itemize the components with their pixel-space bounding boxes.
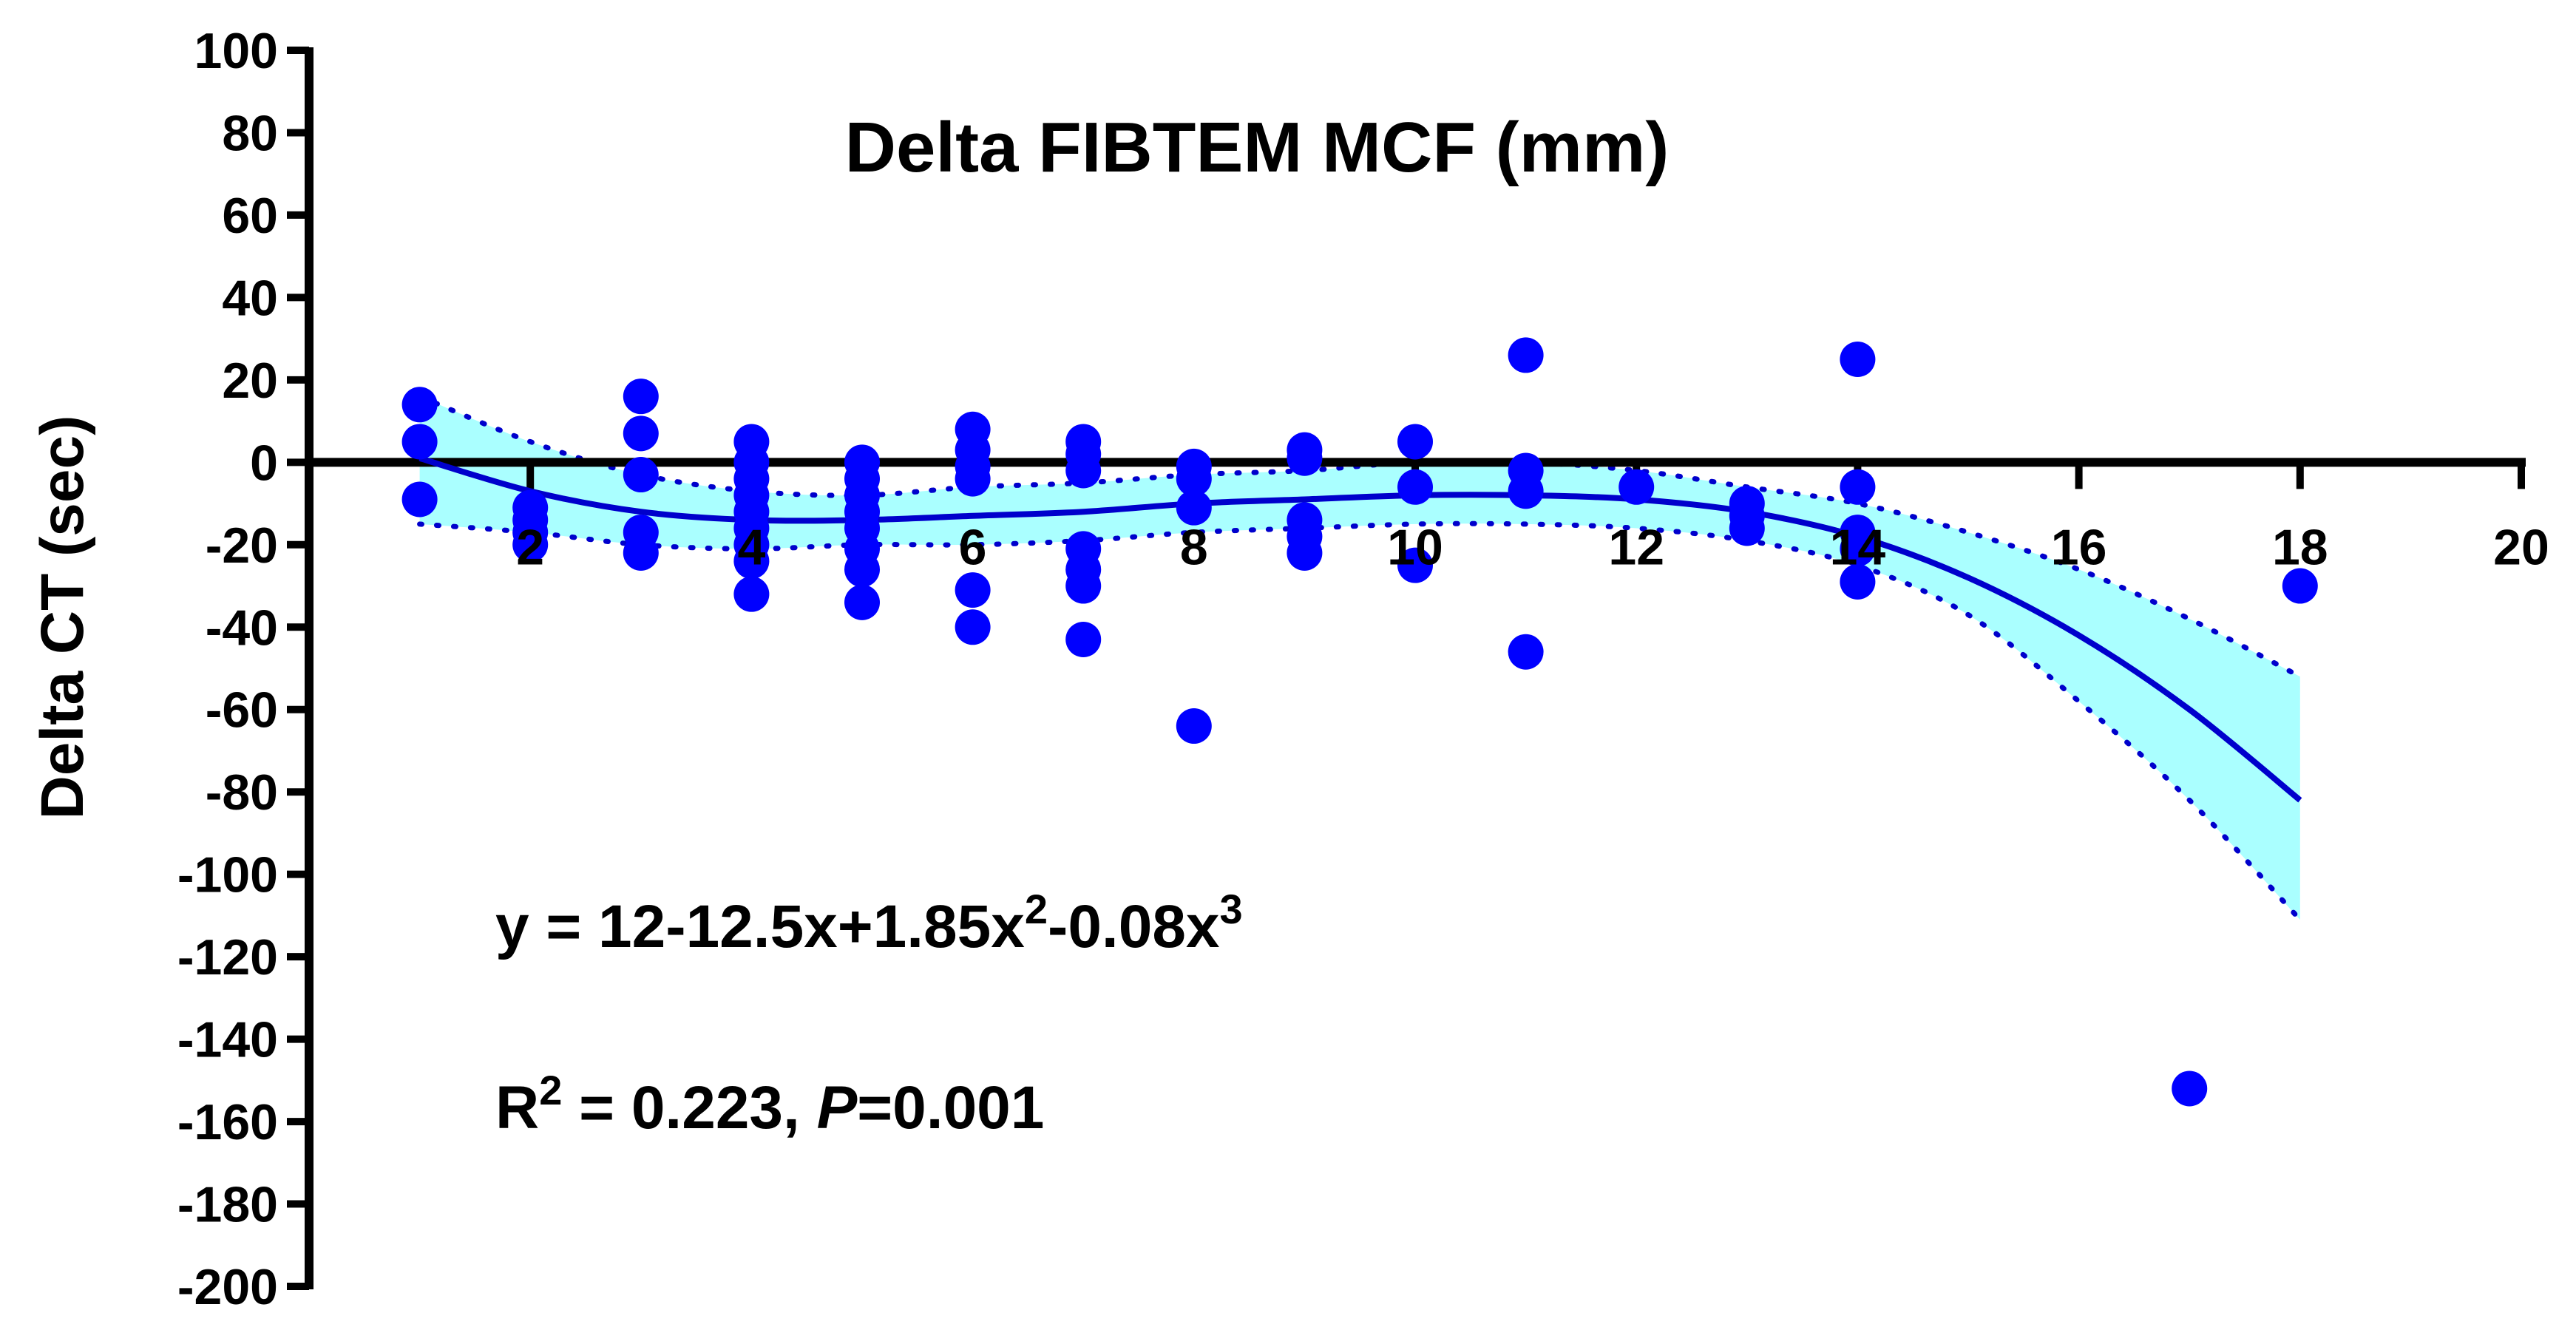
r2-exponent: 2 — [539, 1067, 562, 1113]
data-point — [2172, 1071, 2208, 1107]
data-point — [1619, 469, 1655, 505]
data-point — [1397, 424, 1433, 460]
y-tick-label: -100 — [177, 847, 278, 903]
y-axis-title: Delta CT (sec) — [29, 415, 96, 820]
data-point — [1508, 473, 1544, 509]
data-point — [1287, 440, 1323, 476]
y-tick-label: 100 — [194, 23, 278, 79]
data-point — [1729, 510, 1765, 546]
x-tick-label: 18 — [2272, 519, 2328, 575]
x-tick-label: 12 — [1608, 519, 1664, 575]
x-tick-label: 14 — [1830, 519, 1886, 575]
y-tick-label: -200 — [177, 1259, 278, 1315]
data-point — [1287, 535, 1323, 571]
equation-mid: -0.08x — [1048, 893, 1220, 960]
data-point — [2282, 568, 2318, 604]
data-point — [844, 584, 880, 620]
chart-title: Delta FIBTEM MCF (mm) — [845, 108, 1670, 187]
y-tick-label: -140 — [177, 1012, 278, 1068]
r-squared-annotation: R2 = 0.223, P=0.001 — [495, 1067, 1044, 1141]
data-point — [623, 457, 659, 493]
data-point — [1397, 547, 1433, 583]
data-point — [1397, 469, 1433, 505]
data-point — [1508, 634, 1544, 670]
equation-base: y = 12-12.5x+1.85x — [495, 893, 1025, 960]
data-point — [1840, 531, 1876, 567]
y-tick-label: 80 — [222, 105, 278, 161]
x-tick-label: 10 — [1387, 519, 1443, 575]
y-tick-label: -120 — [177, 929, 278, 985]
data-point — [955, 461, 991, 497]
data-point — [623, 415, 659, 452]
data-point — [623, 535, 659, 571]
x-tick-label: 20 — [2493, 519, 2549, 575]
data-point — [1176, 708, 1212, 744]
data-point — [1065, 621, 1102, 657]
y-tick-label: -60 — [206, 682, 278, 739]
data-point — [1065, 568, 1102, 604]
data-point — [1840, 469, 1876, 505]
y-tick-label: -80 — [206, 764, 278, 821]
confidence-band — [419, 396, 2300, 920]
r2-value: = 0.223, — [562, 1074, 816, 1141]
r2-base: R — [495, 1074, 539, 1141]
data-point — [1840, 563, 1876, 600]
data-point — [401, 424, 438, 460]
p-value: =0.001 — [857, 1074, 1044, 1141]
p-label: P — [817, 1074, 858, 1141]
data-point — [1176, 461, 1212, 497]
y-tick-label: 60 — [222, 188, 278, 244]
data-point — [1840, 342, 1876, 377]
x-tick-label: 6 — [959, 519, 987, 575]
equation-exponent-1: 2 — [1025, 886, 1048, 932]
y-tick-label: -20 — [206, 518, 278, 574]
data-point — [1508, 337, 1544, 373]
data-point — [733, 576, 770, 612]
y-tick-label: -160 — [177, 1094, 278, 1150]
y-tick-label: 20 — [222, 353, 278, 409]
data-point — [844, 552, 880, 588]
y-tick-label: 40 — [222, 270, 278, 326]
data-point — [733, 543, 770, 580]
x-tick-label: 4 — [737, 519, 765, 575]
x-tick-label: 2 — [516, 519, 544, 575]
data-point — [1176, 489, 1212, 526]
data-point — [955, 572, 991, 608]
equation-annotation: y = 12-12.5x+1.85x2-0.08x3 — [495, 886, 1243, 960]
x-tick-label: 8 — [1180, 519, 1208, 575]
y-tick-label: -40 — [206, 600, 278, 656]
data-point — [512, 526, 549, 563]
x-tick-label: 16 — [2051, 519, 2107, 575]
y-tick-label: 0 — [250, 435, 278, 491]
equation-exponent-2: 3 — [1220, 886, 1243, 932]
data-point — [955, 609, 991, 645]
data-point — [401, 387, 438, 423]
data-point — [623, 379, 659, 415]
y-tick-label: -180 — [177, 1177, 278, 1233]
data-point — [1065, 452, 1102, 489]
data-point — [401, 481, 438, 518]
